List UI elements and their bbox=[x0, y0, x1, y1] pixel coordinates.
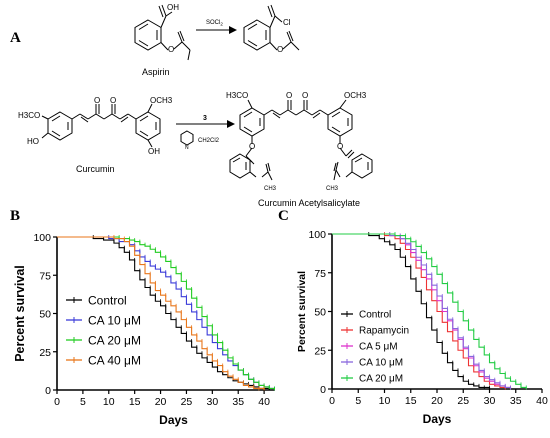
chart-1-y-tick-label: 25 bbox=[314, 345, 326, 357]
product-o1-label: O bbox=[286, 91, 292, 100]
panel-label-b: B bbox=[10, 208, 21, 224]
chart-1-y-tick-label: 75 bbox=[314, 268, 326, 280]
chart-0-y-tick-label: 75 bbox=[39, 270, 51, 282]
product-o-right: O bbox=[337, 142, 343, 151]
aspirin-o-label: O bbox=[168, 45, 174, 54]
survival-chart-c: 0 5 10 15 20 25 30 35 40 0 25 50 75 100 Days Percent su… bbox=[296, 229, 548, 426]
acid-chloride-o-label: O bbox=[277, 45, 283, 54]
chart-0-x-tick-label: 0 bbox=[54, 396, 60, 408]
product-ch3-left: CH3 bbox=[264, 186, 277, 192]
chart-0-x-tick-label: 30 bbox=[206, 396, 218, 408]
synthesis-scheme: OH O Aspirin SOCl2 Cl O O O H3CO OCH3 HO… bbox=[18, 3, 373, 208]
chart-1-x-tick-label: 10 bbox=[379, 395, 391, 407]
chart-1-x-tick-label: 5 bbox=[355, 395, 361, 407]
chart-1-legend-label-0: Control bbox=[359, 310, 391, 321]
chart-1-y-tick-label: 50 bbox=[314, 307, 326, 319]
chart-0-y-tick-label: 0 bbox=[45, 385, 51, 397]
chart-0-x-tick-label: 20 bbox=[155, 396, 167, 408]
chart-0-legend-label-3: CA 40 μM bbox=[88, 353, 141, 367]
chart-0-x-tick-label: 40 bbox=[258, 396, 270, 408]
chart-1-y-tick-label: 0 bbox=[320, 384, 326, 396]
chart-0-y-tick-label: 25 bbox=[39, 347, 51, 359]
reagent-socl2: SOCl2 bbox=[206, 20, 223, 27]
chart-1-x-tick-label: 25 bbox=[457, 395, 469, 407]
chart-1-y-tick-label: 100 bbox=[308, 229, 326, 241]
chart-1-legend-label-3: CA 10 μM bbox=[359, 358, 403, 369]
product-o-left: O bbox=[249, 142, 255, 151]
product-och3-label: OCH3 bbox=[344, 91, 367, 100]
curcumin-acetylsalicylate-structure bbox=[229, 99, 373, 181]
curcumin-ho-label: HO bbox=[27, 137, 39, 146]
chart-1-legend-label-2: CA 5 μM bbox=[359, 342, 398, 353]
chart-0-x-tick-label: 35 bbox=[232, 396, 244, 408]
step-label: 3 bbox=[203, 115, 207, 122]
curcumin-och3-label: OCH3 bbox=[150, 96, 173, 105]
panel-label-a: A bbox=[10, 30, 21, 46]
survival-chart-b: 0510152025303540450255075100DaysPercent … bbox=[13, 232, 275, 427]
curcumin-structure bbox=[41, 103, 161, 148]
aspirin-oh-label: OH bbox=[167, 3, 179, 12]
chart-0-y-tick-label: 100 bbox=[33, 232, 51, 244]
chart-1-legend-label-4: CA 20 μM bbox=[359, 374, 403, 385]
chart-0-y-tick-label: 50 bbox=[39, 309, 51, 321]
pyridine-n-label: N bbox=[185, 145, 189, 151]
curcumin-name: Curcumin bbox=[76, 164, 115, 174]
chart-1-x-tick-label: 35 bbox=[510, 395, 522, 407]
chart-0-legend-label-0: Control bbox=[88, 293, 127, 307]
chart-0-y-axis-label: Percent survival bbox=[13, 265, 27, 362]
chart-1-x-tick-label: 30 bbox=[484, 395, 496, 407]
chart-1-y-axis-label: Percent survival bbox=[296, 271, 308, 352]
product-ch3-right: CH3 bbox=[326, 186, 339, 192]
panel-label-c: C bbox=[278, 208, 289, 224]
chart-0-x-tick-label: 25 bbox=[181, 396, 193, 408]
curcumin-o2-label: O bbox=[110, 96, 116, 105]
acetylsalicyloyl-chloride-structure bbox=[243, 4, 300, 51]
chart-1-x-axis-label: Days bbox=[423, 412, 452, 426]
chart-0-x-axis-label: Days bbox=[159, 413, 188, 427]
curcumin-o1-label: O bbox=[94, 96, 100, 105]
chart-0-legend-label-2: CA 20 μM bbox=[88, 333, 141, 347]
chart-0-x-tick-label: 5 bbox=[80, 396, 86, 408]
chart-1-legend-label-1: Rapamycin bbox=[359, 326, 409, 337]
solvent-label: CH2Cl2 bbox=[198, 138, 220, 144]
chart-0-legend-label-1: CA 10 μM bbox=[88, 313, 141, 327]
aspirin-name: Aspirin bbox=[142, 67, 170, 77]
chart-0-x-tick-label: 15 bbox=[129, 396, 141, 408]
aspirin-structure bbox=[134, 4, 191, 61]
chart-1-x-tick-label: 20 bbox=[431, 395, 443, 407]
curcumin-h3co-label: H3CO bbox=[18, 111, 40, 120]
product-name: Curcumin Acetylsalicylate bbox=[258, 198, 360, 208]
product-o2-label: O bbox=[302, 91, 308, 100]
chart-1-x-tick-label: 40 bbox=[536, 395, 548, 407]
curcumin-oh-label: OH bbox=[148, 147, 160, 156]
acid-chloride-cl-label: Cl bbox=[283, 18, 291, 27]
chart-1-x-tick-label: 0 bbox=[329, 395, 335, 407]
pyridine-structure bbox=[180, 130, 194, 146]
product-h3co-label: H3CO bbox=[226, 91, 248, 100]
chart-1-x-tick-label: 15 bbox=[405, 395, 417, 407]
chart-0-x-tick-label: 10 bbox=[103, 396, 115, 408]
